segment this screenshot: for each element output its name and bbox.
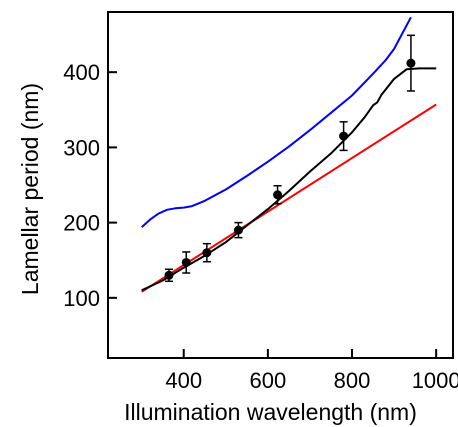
x-tick-label: 400 (165, 368, 202, 393)
x-tick-label: 600 (250, 368, 287, 393)
data-point (202, 248, 212, 258)
plot-points (164, 34, 416, 283)
plot-frame (107, 11, 454, 359)
x-axis-label: Illumination wavelength (nm) (124, 399, 417, 425)
data-point (164, 270, 174, 280)
data-point (406, 58, 416, 68)
plot-lines (141, 16, 437, 293)
x-axis-ticks: 400 600 800 1000 (165, 349, 458, 393)
series-line-2 (141, 103, 437, 293)
data-point (233, 225, 243, 235)
y-tick-label: 100 (63, 286, 100, 311)
data-point (273, 190, 283, 200)
data-point (339, 131, 349, 141)
y-tick-label: 400 (63, 60, 100, 85)
x-tick-label: 800 (334, 368, 371, 393)
x-tick-label: 1000 (412, 368, 458, 393)
data-point (181, 257, 191, 267)
y-axis-ticks: 100 200 300 400 (63, 60, 117, 311)
series-line-1 (141, 16, 412, 228)
y-tick-label: 300 (63, 135, 100, 160)
y-tick-label: 200 (63, 211, 100, 236)
y-axis-label: Lamellar period (nm) (17, 83, 43, 295)
